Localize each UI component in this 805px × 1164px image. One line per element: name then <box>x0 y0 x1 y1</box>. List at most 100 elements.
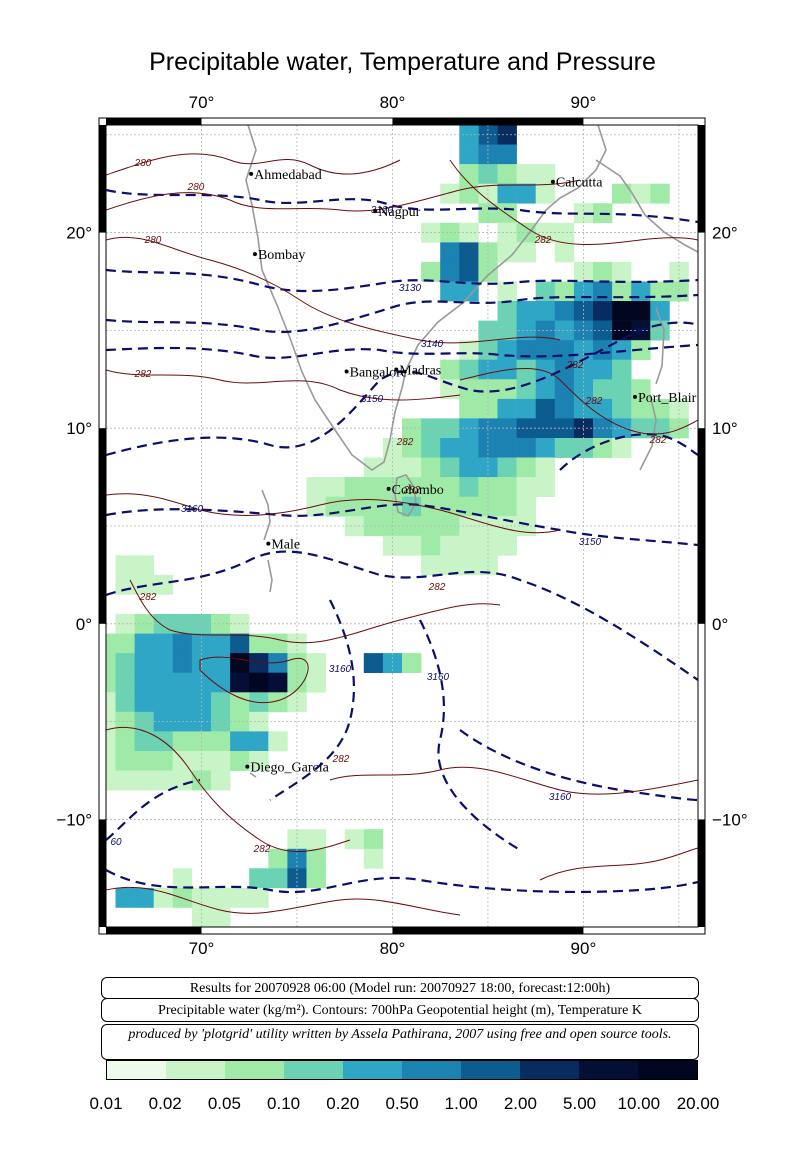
precip-cell <box>478 457 498 478</box>
precip-cell <box>669 398 689 419</box>
colorbar-swatch <box>343 1061 402 1079</box>
precip-cell <box>516 183 536 204</box>
temperature-contour-label: 282 <box>134 369 152 380</box>
precip-cell <box>115 692 135 713</box>
precip-cell <box>249 653 269 673</box>
colorbar-swatch <box>225 1061 284 1079</box>
precip-cell <box>230 633 250 654</box>
precip-cell <box>268 731 288 752</box>
colorbar-swatch <box>166 1061 225 1079</box>
precip-cell <box>106 672 116 693</box>
temperature-contour-label: 282 <box>396 437 414 448</box>
precip-cell <box>191 770 212 791</box>
height-contour-label: 3130 <box>399 283 422 294</box>
credit-info-box: produced by 'plotgrid' utility written b… <box>101 1024 699 1060</box>
precip-cell <box>325 477 345 497</box>
precip-cell <box>497 281 517 302</box>
lon-tick-label: 90° <box>571 93 597 112</box>
precip-cell <box>459 261 479 282</box>
precip-cell <box>106 653 116 673</box>
height-contour-label: 3120 <box>371 205 394 216</box>
precip-cell <box>459 555 479 576</box>
precip-cell <box>459 477 479 497</box>
frame-segment <box>106 118 202 125</box>
precip-cell <box>268 672 288 693</box>
colorbar-swatch <box>402 1061 461 1079</box>
precip-cell <box>211 731 231 752</box>
lon-tick-label: 80° <box>380 93 406 112</box>
precip-cell <box>191 614 212 634</box>
precip-cell <box>459 535 479 556</box>
precip-cell <box>211 711 231 732</box>
contour-labels: 3120 3130 3140 3150 3160 3160 3160 3150 3160 60 28… <box>110 158 666 855</box>
precip-cell <box>134 770 154 791</box>
precip-cell <box>172 868 193 889</box>
axis-tick-labels: 70° 70° 80° 80° 90° 90° 20° 20° 10° 10° 0° 0° −10° −1… <box>56 93 747 958</box>
precip-cell <box>211 653 231 673</box>
height-contour-label: 3150 <box>579 537 602 548</box>
temperature-contours <box>106 153 698 916</box>
precip-cell <box>440 477 460 497</box>
precip-cell <box>115 555 135 576</box>
height-contour-label: 3160 <box>549 792 572 803</box>
temperature-contour-label: 280 <box>187 182 205 193</box>
plot-area[interactable]: 3120 3130 3140 3150 3160 3160 3160 3150 3160 60 28… <box>97 125 699 927</box>
temperature-contour-label: 282 <box>403 485 421 496</box>
city-marker <box>249 171 254 176</box>
precip-cell <box>382 653 403 673</box>
frame-segment <box>698 819 705 927</box>
precip-cell <box>134 614 154 634</box>
precip-cell <box>459 379 479 400</box>
precip-cell <box>306 829 326 850</box>
precip-cell <box>497 301 517 321</box>
precip-cell <box>535 418 556 439</box>
lat-tick-label: 10° <box>712 419 738 438</box>
precip-cell <box>535 164 556 184</box>
precip-cell <box>306 477 326 497</box>
city-marker <box>266 541 271 546</box>
precip-cell <box>106 770 116 791</box>
precip-cell <box>612 301 632 321</box>
colorbar-swatch <box>461 1061 520 1079</box>
precip-cell <box>382 457 403 478</box>
precip-cell <box>516 438 536 458</box>
city-label: Calcutta <box>556 176 603 191</box>
precip-cell <box>153 887 174 908</box>
lat-tick-label: 10° <box>66 419 92 438</box>
precip-cell <box>421 438 441 458</box>
precip-cell <box>106 731 116 752</box>
precip-cell <box>516 359 536 380</box>
precip-cell <box>516 301 536 321</box>
precip-cell <box>230 887 250 908</box>
precip-cell <box>287 829 307 850</box>
precip-cell <box>230 672 250 693</box>
precip-cell <box>459 164 479 184</box>
precip-cell <box>306 496 326 517</box>
city-marker <box>550 179 555 184</box>
precip-cell <box>134 633 154 654</box>
precip-cell <box>440 359 460 380</box>
colorbar-tick: 5.00 <box>563 1094 597 1113</box>
city-marker <box>386 486 391 491</box>
lat-tick-label: −10° <box>56 810 92 829</box>
precip-cell <box>669 261 689 282</box>
colorbar-tick: 10.00 <box>617 1094 661 1113</box>
precip-cell <box>497 496 517 517</box>
precip-cell <box>115 751 135 771</box>
colorbar-legend <box>106 1060 698 1080</box>
precip-cell <box>402 535 422 556</box>
precip-cell <box>612 281 632 302</box>
precip-cell <box>115 770 135 791</box>
precip-cell <box>440 457 460 478</box>
city-label: Madras <box>399 364 441 379</box>
precip-cell <box>440 418 460 439</box>
precip-cell <box>497 144 517 165</box>
precip-cell <box>249 731 269 752</box>
precip-cell <box>631 301 651 321</box>
precip-cell <box>134 555 154 576</box>
precip-cell <box>344 829 365 850</box>
precip-cell <box>535 438 556 458</box>
precip-cell <box>402 477 422 497</box>
lon-tick-label: 70° <box>189 939 215 958</box>
precip-cell <box>554 281 575 302</box>
